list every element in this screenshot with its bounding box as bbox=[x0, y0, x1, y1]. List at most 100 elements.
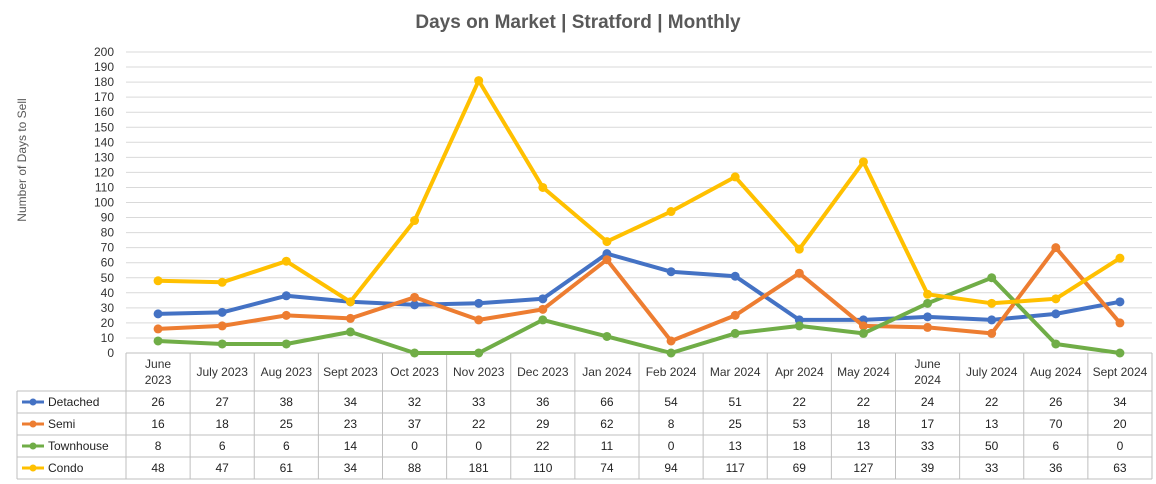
data-point bbox=[474, 315, 484, 325]
table-cell: 54 bbox=[664, 395, 678, 409]
data-point bbox=[666, 207, 676, 217]
table-cell: 69 bbox=[793, 461, 807, 475]
y-tick-label: 160 bbox=[94, 105, 114, 119]
table-cell: 16 bbox=[151, 417, 165, 431]
x-tick-label: Jan 2024 bbox=[582, 365, 632, 379]
y-tick-label: 200 bbox=[94, 45, 114, 59]
y-tick-label: 190 bbox=[94, 60, 114, 74]
x-tick-label: Apr 2024 bbox=[775, 365, 824, 379]
x-tick-label: Nov 2023 bbox=[453, 365, 505, 379]
data-point bbox=[730, 310, 740, 320]
legend-key-marker bbox=[29, 398, 37, 406]
table-cell: 13 bbox=[857, 439, 871, 453]
table-cell: 110 bbox=[533, 461, 552, 475]
legend-label: Detached bbox=[48, 395, 99, 409]
x-tick-label: Oct 2023 bbox=[390, 365, 439, 379]
data-point bbox=[666, 336, 676, 346]
legend-label: Condo bbox=[48, 461, 84, 475]
table-cell: 29 bbox=[536, 417, 550, 431]
table-cell: 32 bbox=[408, 395, 422, 409]
data-point bbox=[153, 309, 163, 319]
data-point bbox=[730, 172, 740, 182]
data-point bbox=[794, 244, 804, 254]
chart-title: Days on Market | Stratford | Monthly bbox=[415, 12, 741, 33]
table-cell: 48 bbox=[151, 461, 165, 475]
data-point bbox=[602, 331, 612, 341]
x-tick-label: May 2024 bbox=[837, 365, 890, 379]
table-row-detached: Detached 26 27 38 34 32 33 36 66 54 51 22 22 24 22 26 34 bbox=[22, 395, 1127, 409]
table-cell: 0 bbox=[1117, 439, 1124, 453]
x-tick-label: June 2023 bbox=[145, 357, 172, 387]
table-cell: 61 bbox=[280, 461, 294, 475]
data-point bbox=[1051, 294, 1061, 304]
table-row-townhouse: Townhouse 8 6 6 14 0 0 22 11 0 13 18 13 33 50 6 0 bbox=[22, 439, 1124, 453]
data-point bbox=[794, 321, 804, 331]
data-point bbox=[602, 237, 612, 247]
y-tick-label: 10 bbox=[101, 331, 115, 345]
table-cell: 38 bbox=[280, 395, 294, 409]
data-point bbox=[281, 291, 291, 301]
y-tick-label: 140 bbox=[94, 135, 114, 149]
y-tick-label: 170 bbox=[94, 90, 114, 104]
table-cell: 74 bbox=[600, 461, 614, 475]
table-cell: 20 bbox=[1113, 417, 1127, 431]
table-cell: 18 bbox=[793, 439, 807, 453]
data-point bbox=[345, 327, 355, 337]
table-cell: 24 bbox=[921, 395, 935, 409]
y-tick-label: 40 bbox=[101, 286, 115, 300]
table-cell: 18 bbox=[216, 417, 230, 431]
table-row-condo: Condo 48 47 61 34 88 181 110 74 94 117 69 127 39 33 36 6… bbox=[22, 461, 1127, 475]
x-tick-label: Aug 2023 bbox=[261, 365, 313, 379]
table-cell: 117 bbox=[726, 461, 745, 475]
data-point bbox=[666, 348, 676, 358]
table-cell: 47 bbox=[216, 461, 230, 475]
x-tick-label: July 2023 bbox=[197, 365, 249, 379]
table-cell: 37 bbox=[408, 417, 422, 431]
series-line bbox=[156, 78, 1122, 306]
x-tick-label: Aug 2024 bbox=[1030, 365, 1082, 379]
table-cell: 62 bbox=[600, 417, 614, 431]
table-cell: 26 bbox=[151, 395, 165, 409]
table-cell: 36 bbox=[536, 395, 550, 409]
table-cell: 23 bbox=[344, 417, 358, 431]
data-point bbox=[538, 294, 548, 304]
x-tick-label: June 2024 bbox=[914, 357, 941, 387]
table-cell: 63 bbox=[1113, 461, 1127, 475]
table-cell: 25 bbox=[280, 417, 294, 431]
series-line bbox=[156, 251, 1122, 322]
table-cell: 25 bbox=[729, 417, 743, 431]
table-cell: 34 bbox=[1113, 395, 1127, 409]
x-tick-label: Mar 2024 bbox=[710, 365, 761, 379]
data-point bbox=[602, 255, 612, 265]
data-point bbox=[281, 310, 291, 320]
legend-label: Semi bbox=[48, 417, 75, 431]
data-point bbox=[217, 277, 227, 287]
table-cell: 6 bbox=[219, 439, 226, 453]
data-point bbox=[987, 298, 997, 308]
data-point bbox=[666, 267, 676, 277]
series-detached bbox=[153, 249, 1125, 325]
data-point bbox=[987, 273, 997, 283]
table-cell: 0 bbox=[475, 439, 482, 453]
data-point bbox=[410, 292, 420, 302]
data-point bbox=[410, 300, 420, 310]
x-tick-label: Sept 2023 bbox=[323, 365, 378, 379]
x-tick-label: Sept 2024 bbox=[1093, 365, 1148, 379]
data-point bbox=[345, 297, 355, 307]
data-point bbox=[217, 321, 227, 331]
data-point bbox=[474, 348, 484, 358]
data-point bbox=[987, 315, 997, 325]
y-tick-label: 130 bbox=[94, 150, 114, 164]
data-point bbox=[474, 76, 484, 86]
data-point bbox=[153, 324, 163, 334]
table-cell: 11 bbox=[601, 439, 614, 453]
data-point bbox=[217, 307, 227, 317]
y-tick-label: 100 bbox=[94, 196, 114, 210]
x-tick-label: Dec 2023 bbox=[517, 365, 569, 379]
y-tick-label: 180 bbox=[94, 75, 114, 89]
data-point bbox=[730, 271, 740, 281]
data-point bbox=[923, 322, 933, 332]
table-cell: 6 bbox=[283, 439, 290, 453]
table-cell: 8 bbox=[668, 417, 675, 431]
data-table: June 2023 July 2023 Aug 2023 Sept 2023 Oct 20… bbox=[16, 352, 1153, 480]
